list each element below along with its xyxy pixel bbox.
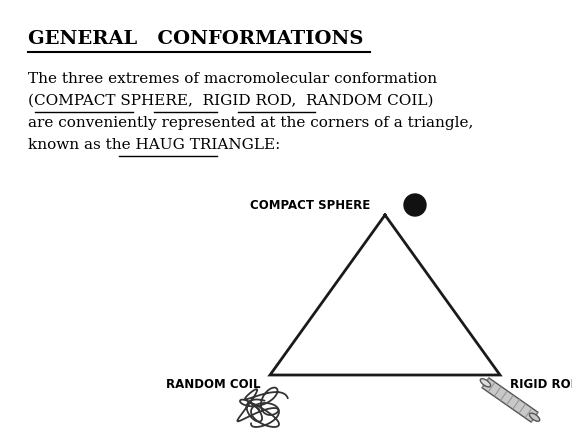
Text: are conveniently represented at the corners of a triangle,: are conveniently represented at the corn…	[28, 116, 474, 130]
Text: COMPACT SPHERE: COMPACT SPHERE	[250, 199, 370, 212]
Text: GENERAL   CONFORMATIONS: GENERAL CONFORMATIONS	[28, 30, 363, 48]
Text: known as the HAUG TRIANGLE:: known as the HAUG TRIANGLE:	[28, 138, 280, 152]
Text: RANDOM COIL: RANDOM COIL	[165, 378, 260, 392]
Ellipse shape	[480, 379, 491, 387]
Text: (COMPACT SPHERE,  RIGID ROD,  RANDOM COIL): (COMPACT SPHERE, RIGID ROD, RANDOM COIL)	[28, 94, 434, 108]
Polygon shape	[482, 378, 538, 422]
Ellipse shape	[530, 413, 540, 421]
Text: RIGID ROD: RIGID ROD	[510, 378, 572, 392]
Circle shape	[404, 194, 426, 216]
Text: The three extremes of macromolecular conformation: The three extremes of macromolecular con…	[28, 72, 437, 86]
